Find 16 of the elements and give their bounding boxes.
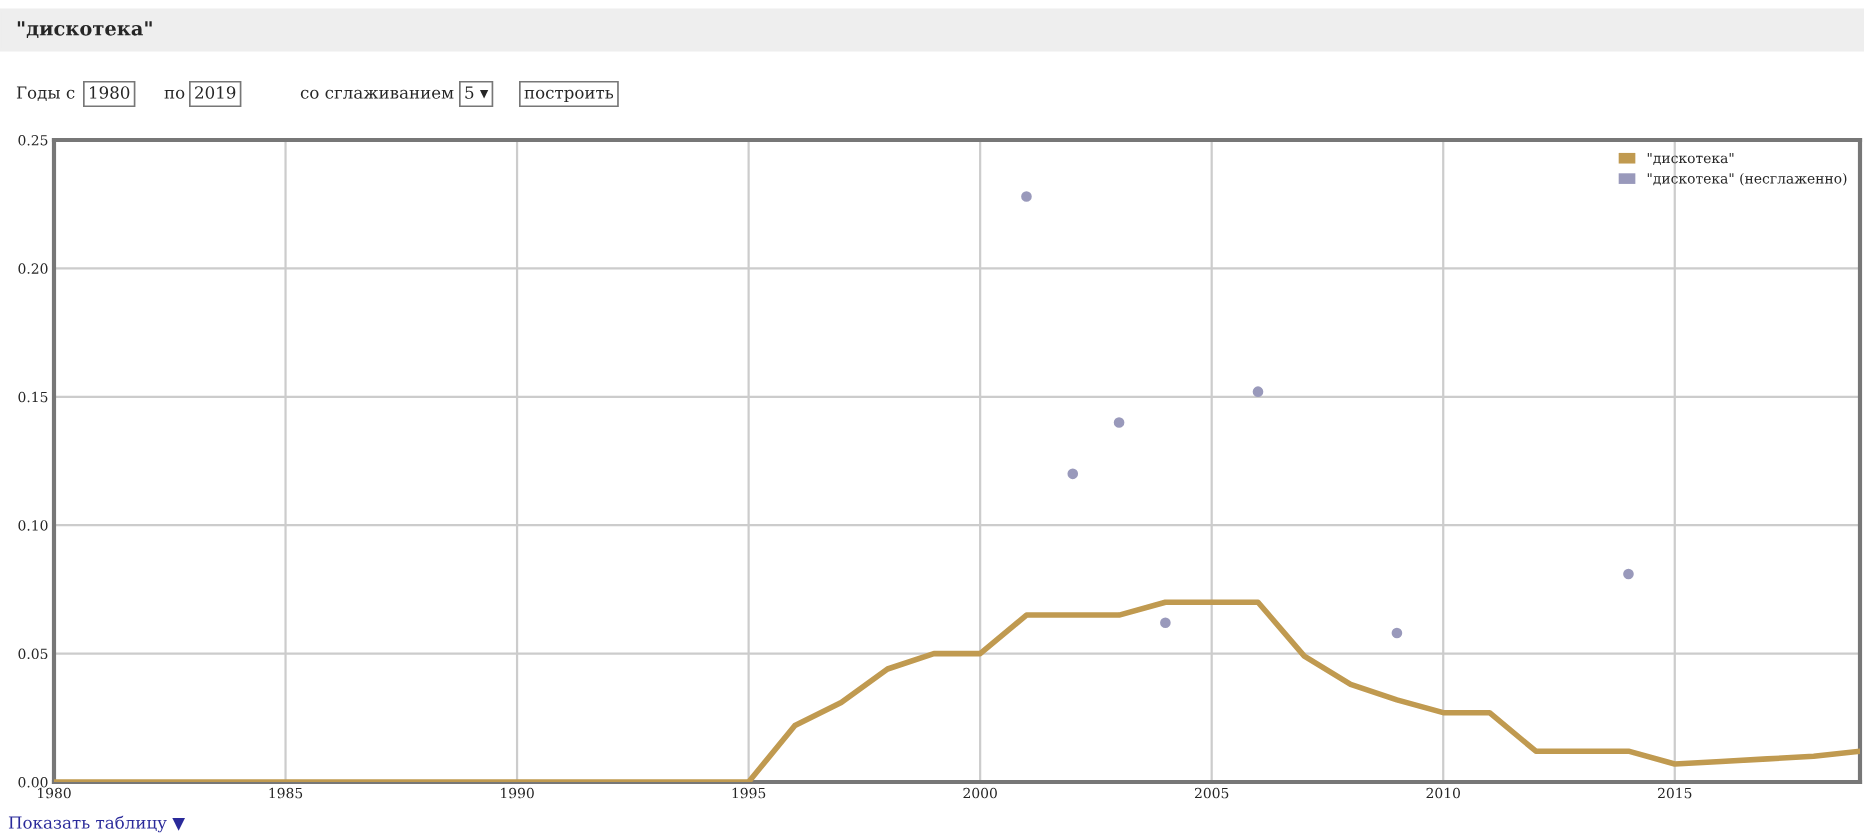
text: построить (524, 89, 614, 103)
point (1021, 191, 1032, 202)
point (1391, 627, 1403, 639)
text: 2019 (195, 86, 236, 99)
text: по (164, 89, 185, 99)
point (1160, 617, 1171, 629)
point (1113, 417, 1125, 428)
text: со сглаживанием (300, 89, 454, 99)
text: Показать таблицу ▼ (8, 815, 186, 833)
chart-title: "дискотека" (17, 21, 152, 39)
point (1067, 468, 1079, 480)
point (1623, 568, 1634, 580)
text: 1980 (90, 86, 130, 99)
text: Годы с (16, 86, 75, 101)
text: 5 ▾ (465, 86, 489, 99)
point (1252, 386, 1264, 397)
